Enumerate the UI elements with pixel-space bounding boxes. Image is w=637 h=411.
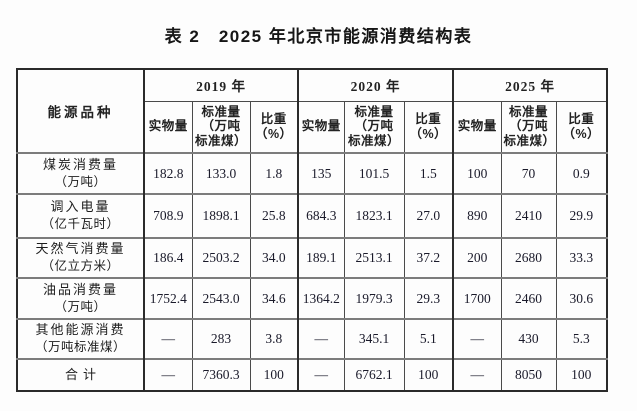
row-name: 其他能源消费 xyxy=(35,322,126,338)
year-header-row: 能源品种 2019 年 2020 年 2025 年 xyxy=(16,68,607,153)
data-cell: 708.9 xyxy=(143,193,192,238)
data-cell: — xyxy=(452,358,501,391)
data-cell: 29.9 xyxy=(555,193,607,238)
data-cell: 100 xyxy=(452,152,501,194)
subheader-physical-2019: 实物量 xyxy=(143,100,192,153)
subheader-standard-2025: 标准量 （万吨 标准煤） xyxy=(500,100,556,153)
data-cell: 1.8 xyxy=(249,152,298,194)
data-cell: 2410 xyxy=(500,193,556,238)
subheader-standard-2019: 标准量 （万吨 标准煤） xyxy=(191,100,250,153)
subheader-physical-2020: 实物量 xyxy=(297,100,344,153)
data-cell: — xyxy=(143,318,192,359)
subheader-share-2020: 比重 （%） xyxy=(403,100,453,153)
data-cell: 1364.2 xyxy=(297,277,344,319)
year-header-2020: 2020 年 xyxy=(297,68,453,101)
row-unit: （亿千瓦时） xyxy=(41,217,120,232)
data-cell: 1752.4 xyxy=(143,277,192,319)
data-cell: 135 xyxy=(297,152,344,194)
data-cell: 34.6 xyxy=(249,277,298,319)
data-cell: 1700 xyxy=(452,277,501,319)
data-cell: 27.0 xyxy=(403,193,453,238)
data-cell: 30.6 xyxy=(555,277,607,319)
data-cell: 2503.2 xyxy=(191,237,250,278)
table-row-oil: 油品消费量 （万吨） 1752.4 2543.0 34.6 1364.2 197… xyxy=(16,277,607,319)
data-cell: 345.1 xyxy=(343,318,404,359)
data-cell: 2460 xyxy=(500,277,556,319)
data-cell: — xyxy=(297,358,344,391)
row-name: 合计 xyxy=(64,366,101,382)
row-name: 调入电量 xyxy=(50,199,111,215)
data-cell: 101.5 xyxy=(343,152,404,194)
data-cell: 25.8 xyxy=(249,193,298,238)
row-label: 其他能源消费 （万吨标准煤） xyxy=(16,318,144,359)
data-cell: 34.0 xyxy=(249,237,298,278)
table-row-electricity: 调入电量 （亿千瓦时） 708.9 1898.1 25.8 684.3 1823… xyxy=(16,193,607,238)
data-cell: 70 xyxy=(500,152,556,194)
data-cell: 0.9 xyxy=(555,152,607,194)
data-cell: 8050 xyxy=(500,358,556,391)
data-cell: 2680 xyxy=(500,237,556,278)
data-cell: 3.8 xyxy=(249,318,298,359)
table-row-gas: 天然气消费量 （亿立方米） 186.4 2503.2 34.0 189.1 25… xyxy=(16,237,607,278)
row-label: 油品消费量 （万吨） xyxy=(16,277,144,319)
year-header-2025: 2025 年 xyxy=(452,68,607,101)
data-cell: 430 xyxy=(500,318,556,359)
year-header-2019: 2019 年 xyxy=(143,68,298,101)
data-cell: 37.2 xyxy=(403,237,453,278)
table-row-total: 合计 — 7360.3 100 — 6762.1 100 — 8050 100 xyxy=(16,358,607,391)
data-cell: 283 xyxy=(191,318,250,359)
data-cell: — xyxy=(143,358,192,391)
data-cell: 186.4 xyxy=(143,237,192,278)
row-unit: （亿立方米） xyxy=(41,259,120,274)
subheader-share-2019: 比重 （%） xyxy=(249,100,298,153)
subheader-standard-2020: 标准量 （万吨 标准煤） xyxy=(343,100,404,153)
energy-consumption-table: 能源品种 2019 年 2020 年 2025 年 实物量 标准量 （万吨 标准… xyxy=(16,68,608,392)
row-label: 煤炭消费量 （万吨） xyxy=(16,152,144,194)
row-unit: （万吨标准煤） xyxy=(34,340,126,355)
corner-header: 能源品种 xyxy=(16,68,144,153)
table-row-coal: 煤炭消费量 （万吨） 182.8 133.0 1.8 135 101.5 1.5… xyxy=(16,152,607,194)
subheader-share-2025: 比重 （%） xyxy=(555,100,607,153)
data-cell: 100 xyxy=(403,358,453,391)
data-cell: 182.8 xyxy=(143,152,192,194)
data-cell: 100 xyxy=(249,358,298,391)
data-cell: 2513.1 xyxy=(343,237,404,278)
data-cell: — xyxy=(297,318,344,359)
data-cell: 1979.3 xyxy=(343,277,404,319)
row-name: 天然气消费量 xyxy=(35,241,126,257)
data-cell: 5.3 xyxy=(555,318,607,359)
row-label: 天然气消费量 （亿立方米） xyxy=(16,237,144,278)
data-cell: 890 xyxy=(452,193,501,238)
row-label: 调入电量 （亿千瓦时） xyxy=(16,193,144,238)
data-cell: 1823.1 xyxy=(343,193,404,238)
row-unit: （万吨） xyxy=(54,299,107,314)
data-cell: 5.1 xyxy=(403,318,453,359)
data-cell: 133.0 xyxy=(191,152,250,194)
data-cell: 189.1 xyxy=(297,237,344,278)
data-cell: — xyxy=(452,318,501,359)
data-cell: 100 xyxy=(555,358,607,391)
data-cell: 29.3 xyxy=(403,277,453,319)
data-cell: 2543.0 xyxy=(191,277,250,319)
data-cell: 200 xyxy=(452,237,501,278)
row-unit: （万吨） xyxy=(54,174,107,189)
data-cell: 1898.1 xyxy=(191,193,250,238)
data-cell: 684.3 xyxy=(297,193,344,238)
row-name: 油品消费量 xyxy=(42,281,118,297)
data-cell: 7360.3 xyxy=(191,358,250,391)
subheader-row: 实物量 标准量 （万吨 标准煤） 比重 （%） 实物量 标准量 （万吨 标准煤）… xyxy=(17,100,607,153)
data-cell: 33.3 xyxy=(555,237,607,278)
table-row-other: 其他能源消费 （万吨标准煤） — 283 3.8 — 345.1 5.1 — 4… xyxy=(16,318,607,359)
data-cell: 6762.1 xyxy=(343,358,404,391)
table-title: 表 2 2025 年北京市能源消费结构表 xyxy=(164,27,473,46)
row-name: 煤炭消费量 xyxy=(42,156,118,172)
data-cell: 1.5 xyxy=(403,152,453,194)
subheader-physical-2025: 实物量 xyxy=(452,100,501,153)
row-label: 合计 xyxy=(16,358,144,391)
